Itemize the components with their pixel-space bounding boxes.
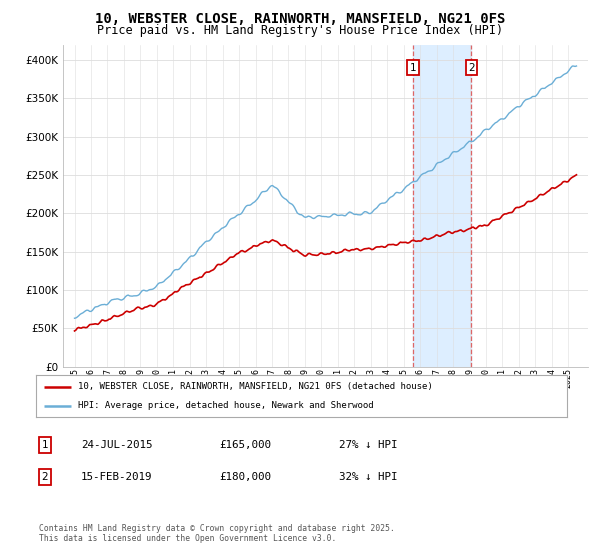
Text: 1: 1 [410, 63, 416, 73]
Text: 24-JUL-2015: 24-JUL-2015 [81, 440, 152, 450]
Text: 27% ↓ HPI: 27% ↓ HPI [339, 440, 397, 450]
Text: £165,000: £165,000 [219, 440, 271, 450]
Text: £180,000: £180,000 [219, 472, 271, 482]
Text: 1: 1 [41, 440, 49, 450]
Text: 2: 2 [468, 63, 475, 73]
Text: 15-FEB-2019: 15-FEB-2019 [81, 472, 152, 482]
Text: 2: 2 [41, 472, 49, 482]
Text: 32% ↓ HPI: 32% ↓ HPI [339, 472, 397, 482]
Text: 10, WEBSTER CLOSE, RAINWORTH, MANSFIELD, NG21 0FS (detached house): 10, WEBSTER CLOSE, RAINWORTH, MANSFIELD,… [79, 382, 433, 391]
Text: Price paid vs. HM Land Registry's House Price Index (HPI): Price paid vs. HM Land Registry's House … [97, 24, 503, 37]
Text: Contains HM Land Registry data © Crown copyright and database right 2025.
This d: Contains HM Land Registry data © Crown c… [39, 524, 395, 543]
Text: 10, WEBSTER CLOSE, RAINWORTH, MANSFIELD, NG21 0FS: 10, WEBSTER CLOSE, RAINWORTH, MANSFIELD,… [95, 12, 505, 26]
Text: HPI: Average price, detached house, Newark and Sherwood: HPI: Average price, detached house, Newa… [79, 402, 374, 410]
Bar [413, 45, 472, 367]
